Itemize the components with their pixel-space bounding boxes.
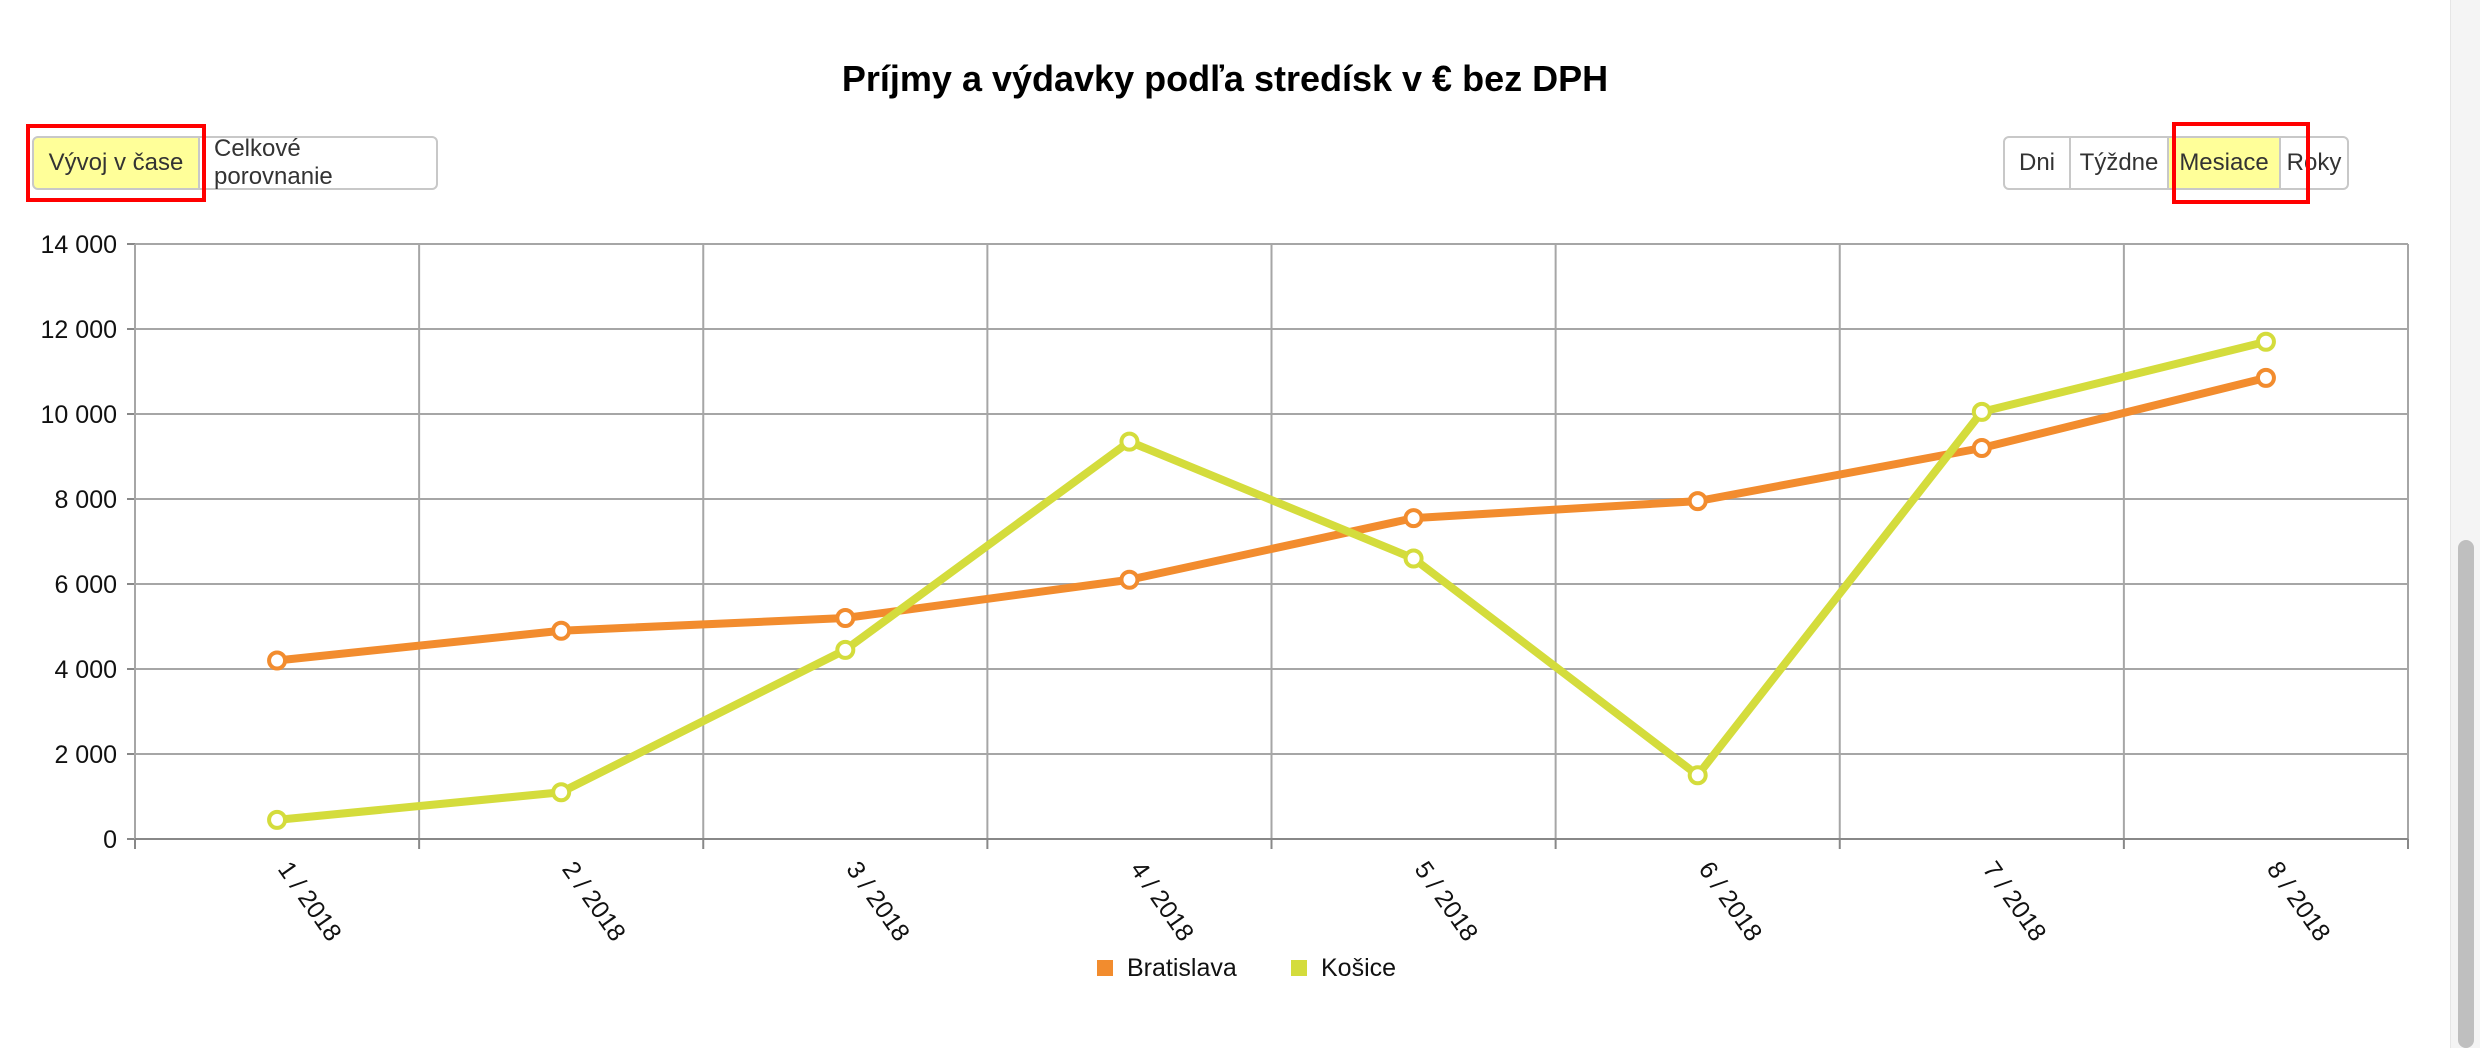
legend-swatch (1097, 960, 1113, 976)
period-years-button[interactable]: Roky (2279, 136, 2349, 190)
y-tick-label: 4 000 (54, 656, 117, 684)
data-point (1687, 491, 1708, 512)
data-point (267, 809, 288, 830)
period-days-button[interactable]: Dni (2003, 136, 2071, 190)
y-tick-label: 6 000 (54, 571, 117, 599)
x-tick-label: 5 / 2018 (1409, 856, 1484, 946)
data-point (1971, 438, 1992, 458)
x-tick-label: 6 / 2018 (1693, 856, 1768, 946)
x-tick-label: 4 / 2018 (1125, 856, 1200, 946)
data-point (551, 620, 572, 641)
series-line-1 (273, 337, 2270, 824)
data-point (1119, 569, 1140, 590)
y-tick-label: 12 000 (41, 316, 117, 344)
x-tick-label: 2 / 2018 (556, 856, 631, 946)
period-toggle-group: Dni Týždne Mesiace Roky (2003, 136, 2349, 190)
data-point (1971, 401, 1992, 422)
x-tick-label: 3 / 2018 (840, 856, 915, 946)
x-tick-label: 8 / 2018 (2261, 856, 2336, 946)
y-tick-label: 0 (103, 826, 117, 854)
x-tick-label: 7 / 2018 (1977, 856, 2052, 946)
view-total-comparison-button[interactable]: Celkové porovnanie (198, 135, 438, 190)
period-months-button[interactable]: Mesiace (2167, 136, 2281, 190)
data-point (1687, 765, 1708, 786)
data-point (267, 650, 288, 671)
data-point (2255, 367, 2276, 388)
view-over-time-button[interactable]: Vývoj v čase (32, 136, 200, 190)
data-point (2255, 331, 2276, 352)
legend-label: Košice (1321, 954, 1396, 982)
series-line-0 (273, 373, 2270, 665)
data-point (1119, 431, 1140, 452)
y-tick-label: 8 000 (54, 486, 117, 514)
data-point (551, 782, 572, 803)
chart-title: Príjmy a výdavky podľa stredísk v € bez … (841, 58, 1609, 99)
y-tick-label: 14 000 (41, 231, 117, 259)
data-point (835, 608, 856, 628)
y-tick-label: 2 000 (54, 741, 117, 769)
legend-swatch (1291, 960, 1307, 976)
x-tick-label: 1 / 2018 (272, 856, 347, 946)
scrollbar-thumb[interactable] (2458, 540, 2474, 1048)
data-point (1403, 548, 1424, 569)
data-point (835, 639, 856, 660)
legend-label: Bratislava (1127, 954, 1237, 982)
period-weeks-button[interactable]: Týždne (2069, 136, 2169, 190)
view-toggle-group: Vývoj v čase Celkové porovnanie (32, 135, 438, 190)
y-tick-label: 10 000 (41, 401, 117, 429)
data-point (1403, 508, 1424, 529)
